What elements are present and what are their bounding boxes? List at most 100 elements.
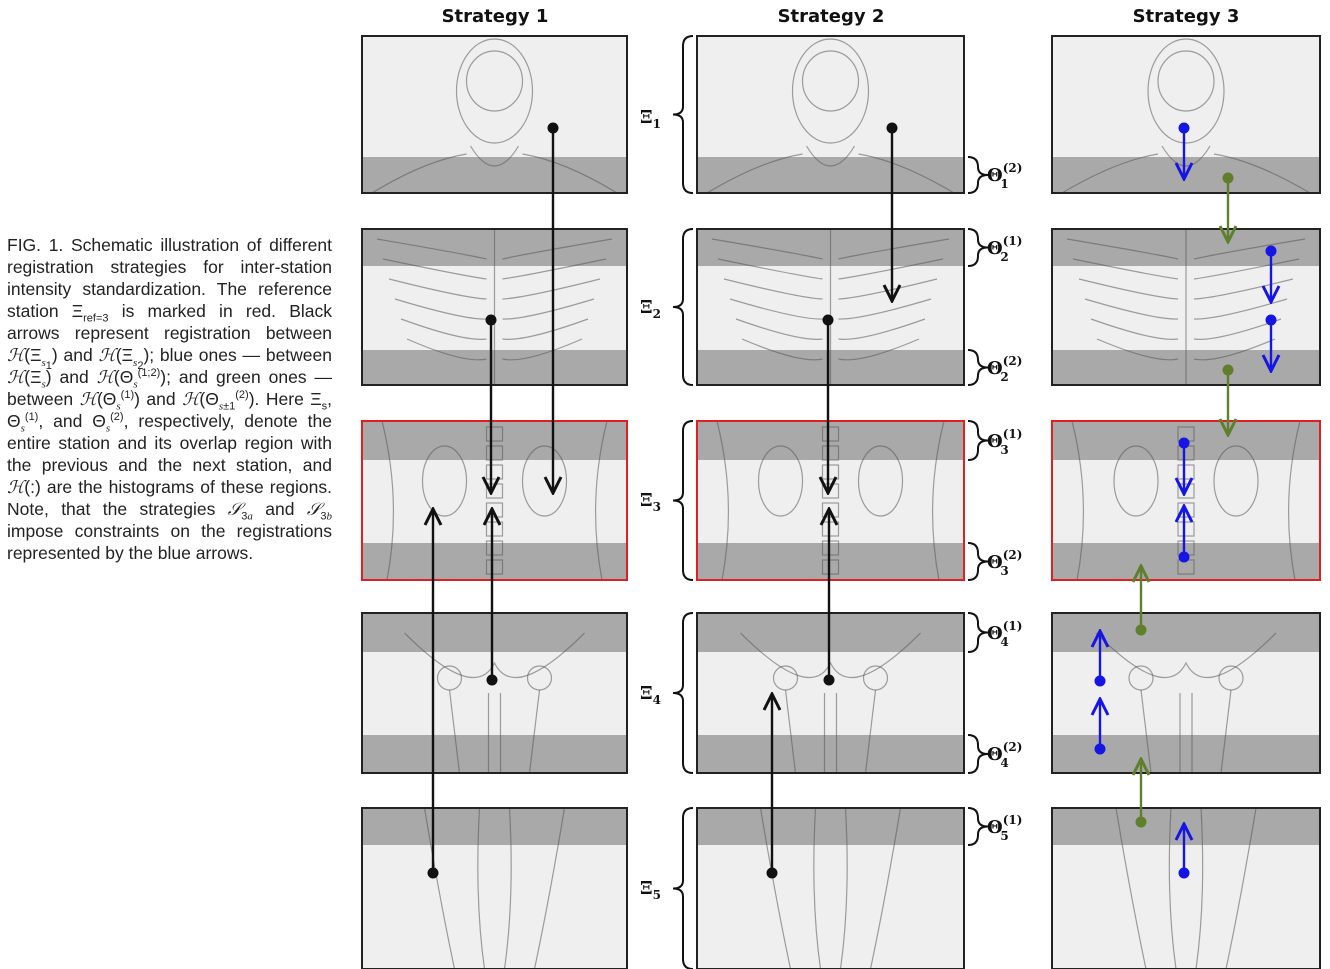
xi-label-4: Ξ4 (640, 683, 661, 707)
strategy-3-header: Strategy 3 (1133, 6, 1240, 27)
vertebra (485, 540, 504, 556)
rib-outline (400, 318, 589, 340)
body-outline (1071, 420, 1301, 581)
xi-brace-2 (672, 228, 694, 386)
region-labels: Ξ1 Ξ2 Ξ3 Ξ4 Ξ5 Θ(2) 1 Θ(1) 2 Θ(2) 2 Θ(1) 3 Θ(2) 3 Θ(1) 4… (640, 107, 1022, 902)
s1-arrow-5-to-3-dot (427, 867, 439, 879)
theta-brace-5-1 (967, 807, 989, 846)
vertebra (821, 559, 840, 575)
overlap-band (1052, 157, 1320, 193)
pelvis-outline (404, 632, 585, 679)
overlap-band (697, 735, 964, 773)
s3-green-1-dot (1222, 172, 1234, 184)
rib-outline (1072, 258, 1300, 280)
s3-green-2-dot (1222, 364, 1234, 376)
theta-label-4: Θ(1) 3 (987, 427, 1022, 457)
kidney-right (521, 445, 568, 517)
station-frame (696, 612, 965, 774)
rib-outline (1078, 278, 1294, 300)
theta-brace-2-1 (967, 228, 989, 267)
vertebra (821, 426, 840, 442)
rib-outline (741, 338, 920, 361)
overlap-band (362, 613, 627, 652)
station-panels (362, 36, 1320, 969)
kidney-left (757, 445, 804, 517)
station-frame (696, 35, 965, 194)
head-outline (1147, 38, 1225, 144)
overlap-band (362, 735, 627, 773)
reference-station-frame (696, 420, 965, 581)
s3-green-3-dot (1135, 624, 1147, 636)
leg-outline (759, 807, 902, 969)
s3-blue-1-dot (1178, 122, 1190, 134)
station-frame (361, 228, 628, 386)
s3-green-4-dot (1135, 816, 1147, 828)
femur-outline (784, 689, 877, 774)
vertebra (821, 540, 840, 556)
theta-brace-2-2 (967, 349, 989, 386)
s2-arrow-1-to-2-dot (886, 122, 898, 134)
overlap-band (697, 157, 964, 193)
kidney-left (1113, 445, 1159, 517)
s2-arrow-4-to-3-dot (823, 674, 835, 686)
overlap-band (1052, 613, 1320, 652)
station-frame (361, 35, 628, 194)
station-frames (361, 35, 1321, 969)
rib-outline (376, 238, 613, 260)
brain-outline (801, 50, 860, 112)
station-frame (1051, 807, 1321, 969)
xi-label-3: Ξ3 (640, 490, 661, 514)
leg-outline (1115, 807, 1257, 969)
xi-brace-5 (672, 807, 694, 969)
xi-label-5: Ξ5 (640, 878, 661, 902)
strategy-1-header: Strategy 1 (442, 6, 549, 27)
station-frame (361, 612, 628, 774)
jaw-outline (805, 145, 856, 167)
kidney-right (857, 445, 904, 517)
overlap-band (697, 808, 964, 845)
s3-blue-2a-dot (1265, 245, 1277, 257)
overlap-band (362, 157, 627, 193)
theta-brace-3-2 (967, 542, 989, 581)
rib-outline (388, 278, 601, 300)
kidney-right (1213, 445, 1259, 517)
strategy-2-header: Strategy 2 (778, 6, 885, 27)
vertebra (821, 445, 840, 461)
s3-blue-3a-dot (1178, 437, 1190, 449)
rib-outline (406, 338, 583, 361)
theta-label-3: Θ(2) 2 (987, 354, 1022, 384)
theta-label-6: Θ(1) 4 (987, 619, 1022, 649)
overlap-band (697, 613, 964, 652)
head-outline (455, 38, 534, 144)
theta-brace-3-1 (967, 420, 989, 461)
rib-outline (711, 238, 950, 260)
pelvis-outline (1095, 632, 1277, 679)
shoulder-outline (1061, 153, 1311, 194)
rib-outline (1066, 238, 1306, 260)
rib-outline (723, 278, 938, 300)
vertebra (485, 559, 504, 575)
overlap-band (1052, 735, 1320, 773)
reference-station-frame (361, 420, 628, 581)
station-frame (1051, 35, 1321, 194)
station-frame (1051, 228, 1321, 386)
jaw-outline (469, 145, 520, 167)
xi-brace-3 (672, 420, 694, 581)
s1-arrow-4-to-3-dot (486, 674, 498, 686)
overlap-band (1052, 808, 1320, 845)
theta-brace-4-2 (967, 734, 989, 774)
anatomy-outlines (371, 38, 1311, 969)
theta-brace-4-1 (967, 612, 989, 653)
rib-outline (394, 298, 595, 320)
pelvis-outline (740, 632, 921, 679)
vertebra (485, 445, 504, 461)
theta-label-1: Θ(2) 1 (987, 161, 1022, 191)
theta-label-7: Θ(2) 4 (987, 740, 1022, 770)
s1-arrow-2-to-3-dot (547, 122, 559, 134)
s3-blue-3b-dot (1178, 551, 1190, 563)
s3-blue-4a-dot (1094, 675, 1106, 687)
rib-outline (717, 258, 944, 280)
leg-outline (423, 807, 566, 969)
theta-label-8: Θ(1) 5 (987, 813, 1022, 843)
